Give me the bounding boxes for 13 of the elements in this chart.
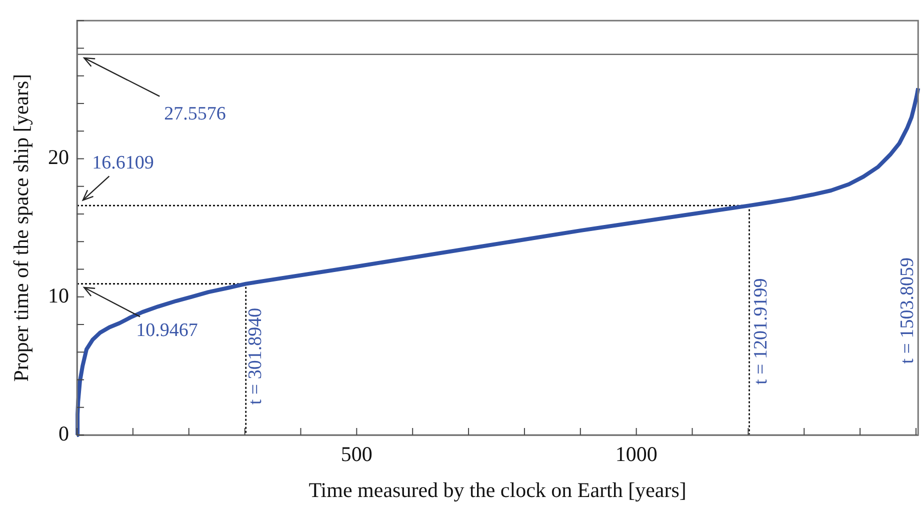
y-tick-label: 20: [48, 145, 69, 170]
annotation: t = 301.8940: [244, 308, 266, 405]
y-tick-label: 0: [58, 422, 69, 446]
x-tick-label: 500: [340, 442, 372, 466]
x-tick-label: 1000: [615, 442, 658, 466]
y-axis-title: Proper time of the space ship [years]: [9, 74, 34, 382]
annotation: t = 1503.8059: [897, 258, 918, 364]
y-tick-label: 10: [48, 283, 69, 308]
x-axis-title: Time measured by the clock on Earth [years]: [308, 478, 686, 502]
annotation: 10.9467: [136, 320, 198, 341]
annotation: t = 1201.9199: [750, 278, 772, 385]
annotation: 16.6109: [92, 152, 154, 174]
ref-line-label: 27.5576: [164, 103, 226, 124]
